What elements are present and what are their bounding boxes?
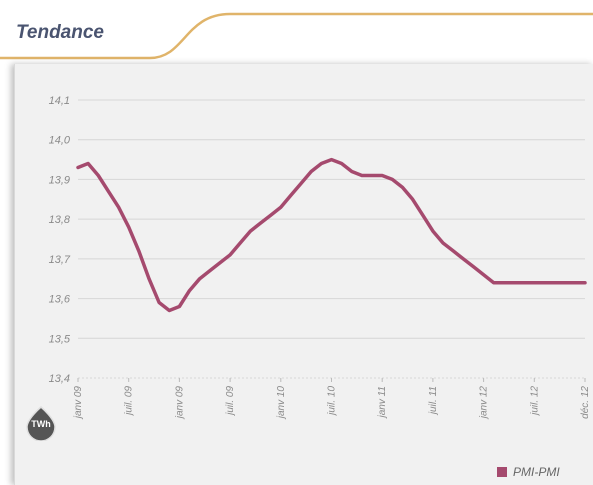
legend-swatch	[497, 467, 507, 477]
chart-panel	[14, 64, 593, 485]
x-tick-label: juil. 09	[225, 386, 236, 417]
y-tick-label: 13,6	[49, 294, 71, 306]
x-tick-label: janv 11	[377, 386, 388, 420]
unit-badge-label: TWh	[31, 419, 51, 429]
y-tick-label: 14,1	[49, 95, 70, 107]
x-tick-label: déc. 12	[580, 386, 591, 419]
page-title: Tendance	[16, 22, 104, 43]
y-tick-label: 13,8	[49, 214, 71, 226]
chart-legend: PMI-PMI	[497, 465, 560, 479]
header-wave-decoration	[0, 12, 593, 60]
x-tick-label: juil. 12	[529, 386, 540, 417]
x-tick-label: janv 10	[276, 386, 287, 421]
x-tick-label: janv 09	[174, 386, 185, 421]
x-tick-label: janv 12	[479, 386, 490, 421]
y-tick-label: 13,7	[49, 254, 71, 266]
x-tick-label: juil. 09	[124, 386, 135, 417]
x-tick-label: juil. 10	[327, 386, 338, 417]
x-tick-label: janv 09	[73, 386, 84, 421]
y-tick-label: 14,0	[49, 135, 71, 147]
y-tick-label: 13,9	[49, 174, 70, 186]
y-tick-label: 13,4	[49, 373, 70, 385]
y-tick-label: 13,5	[49, 333, 71, 345]
legend-label: PMI-PMI	[513, 465, 560, 479]
series-line-pmi	[76, 157, 587, 313]
unit-badge-icon	[26, 406, 56, 441]
x-tick-label: juil. 11	[428, 386, 439, 416]
